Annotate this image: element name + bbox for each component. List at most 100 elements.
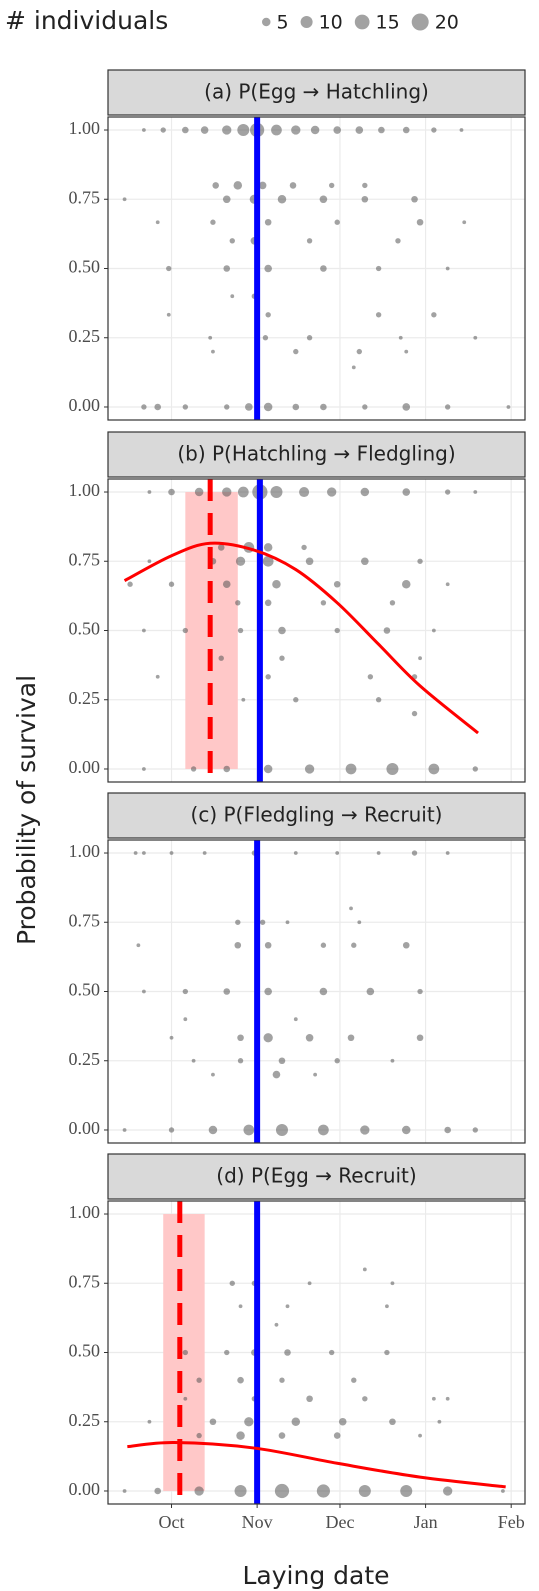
point — [383, 627, 391, 634]
y-tick-label: 0.50 — [69, 980, 101, 1000]
legend-size-key — [354, 14, 370, 30]
point — [279, 655, 285, 661]
point — [133, 851, 138, 855]
point — [235, 919, 241, 925]
point — [142, 851, 146, 855]
point — [210, 219, 216, 225]
point — [234, 941, 242, 949]
point — [237, 1376, 244, 1384]
point — [271, 124, 282, 136]
point — [351, 1377, 357, 1383]
point — [236, 1431, 245, 1440]
point — [418, 656, 422, 661]
point — [154, 1487, 161, 1495]
point — [265, 674, 271, 680]
point — [293, 851, 298, 855]
point — [263, 402, 273, 412]
point — [264, 941, 272, 949]
point — [362, 404, 368, 410]
legend-size-label: 5 — [276, 12, 288, 34]
point — [285, 1304, 290, 1309]
point — [320, 403, 327, 411]
point — [222, 487, 232, 497]
point — [190, 766, 197, 772]
point — [168, 1127, 175, 1133]
point — [183, 1396, 188, 1401]
point — [293, 697, 299, 703]
point — [389, 1418, 396, 1426]
x-tick-label: Jan — [414, 1512, 438, 1532]
point — [361, 195, 369, 203]
point — [147, 1419, 152, 1424]
point — [445, 266, 450, 271]
point — [390, 1281, 395, 1286]
point — [211, 349, 215, 354]
point — [459, 128, 464, 132]
strip — [107, 1153, 526, 1200]
point — [338, 1417, 347, 1426]
y-tick-label: 0.00 — [69, 757, 101, 777]
point — [237, 1058, 244, 1064]
legend-size-label: 15 — [376, 12, 400, 34]
x-tick-label: Feb — [498, 1512, 525, 1532]
y-tick-label: 0.25 — [69, 1049, 101, 1069]
panel-border — [107, 839, 526, 1144]
point — [258, 181, 267, 190]
point — [291, 125, 301, 135]
point — [306, 238, 313, 244]
point — [237, 124, 250, 137]
point — [155, 674, 160, 679]
point — [229, 1280, 235, 1286]
point — [384, 1349, 390, 1356]
point — [211, 1072, 215, 1077]
point — [223, 765, 231, 773]
point — [142, 989, 146, 994]
point — [367, 674, 374, 680]
point — [416, 1034, 424, 1042]
y-tick-label: 0.25 — [69, 688, 101, 708]
point — [209, 1418, 217, 1426]
point — [390, 1058, 395, 1063]
y-tick-label: 0.00 — [69, 1479, 101, 1499]
point — [472, 766, 478, 772]
point — [335, 851, 340, 855]
point — [262, 335, 269, 341]
point — [169, 851, 174, 855]
point — [208, 1125, 218, 1135]
point — [200, 126, 209, 134]
point — [217, 544, 225, 551]
point — [223, 988, 231, 995]
point — [238, 1304, 243, 1309]
point — [264, 218, 272, 226]
strip — [107, 431, 526, 478]
panel-title: (a) P(Egg → Hatchling) — [204, 80, 429, 104]
point — [245, 403, 253, 411]
point — [375, 265, 382, 272]
point — [270, 486, 283, 499]
point — [431, 312, 437, 318]
y-tick-label: 0.75 — [69, 187, 101, 207]
point — [385, 1304, 389, 1309]
point — [473, 490, 478, 494]
point — [402, 126, 410, 134]
point — [417, 558, 423, 564]
point — [182, 404, 189, 410]
point — [293, 348, 299, 355]
point — [301, 544, 307, 551]
point — [375, 697, 382, 703]
point — [237, 486, 249, 498]
point — [462, 220, 467, 225]
point — [506, 405, 511, 409]
y-tick-label: 0.00 — [69, 1118, 101, 1138]
y-tick-label: 0.50 — [69, 1341, 101, 1361]
point — [416, 218, 424, 226]
point — [212, 182, 219, 189]
point — [136, 943, 141, 948]
point — [278, 626, 286, 635]
point — [279, 1377, 285, 1383]
point — [402, 403, 411, 411]
point — [182, 627, 189, 634]
point — [293, 1017, 298, 1022]
y-tick-label: 1.00 — [69, 118, 101, 138]
point — [147, 559, 152, 564]
